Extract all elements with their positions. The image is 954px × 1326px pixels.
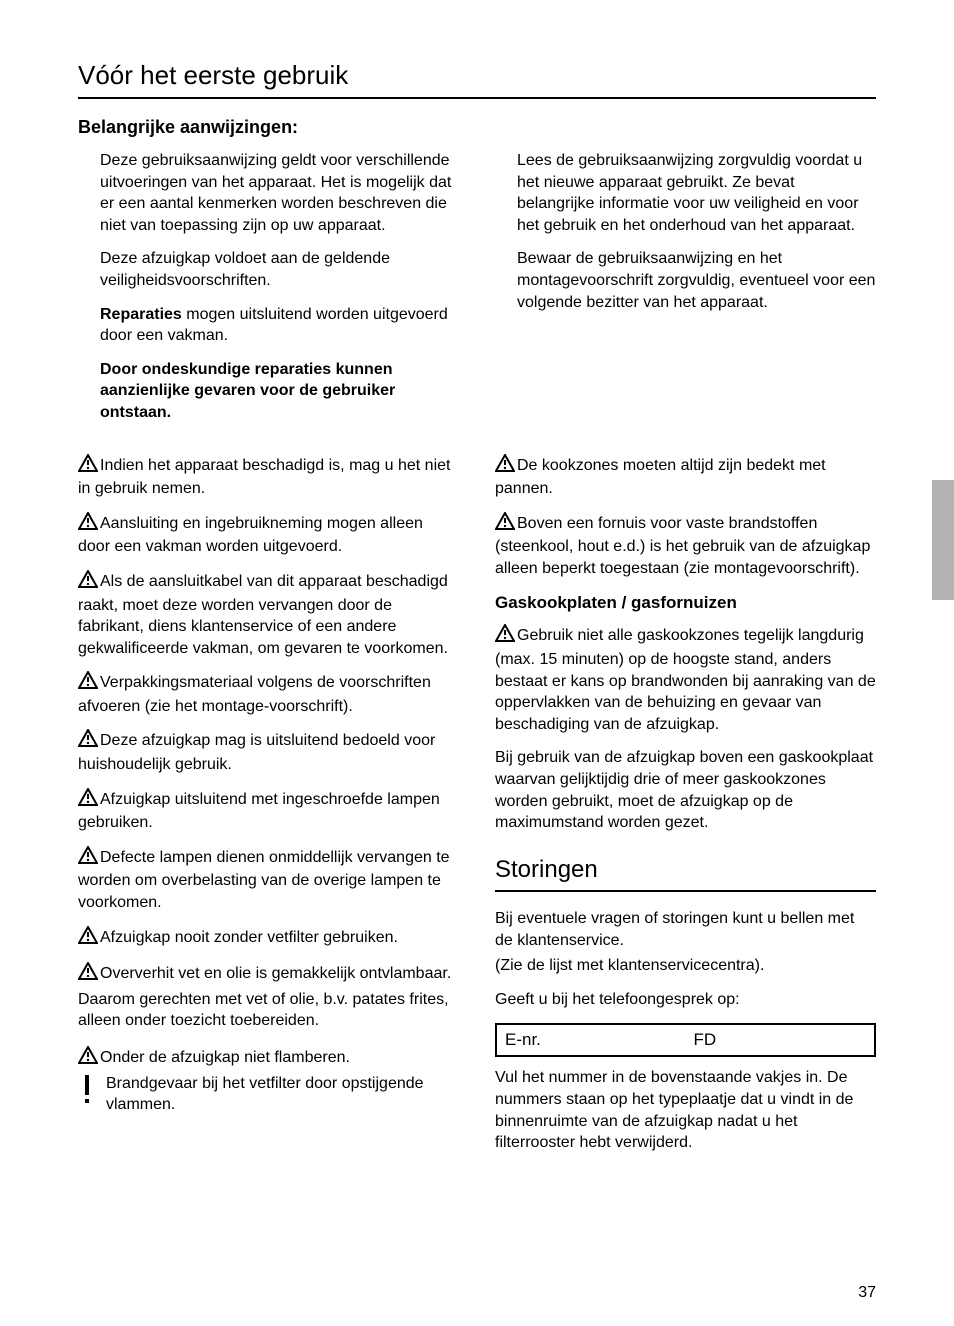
storingen-para: Geeft u bij het telefoongesprek op: (495, 989, 876, 1011)
warning-triangle-icon (78, 788, 98, 813)
warning-text: Afzuigkap nooit zonder vetfilter gebruik… (100, 929, 398, 946)
side-tab (932, 480, 954, 600)
warning-item: Verpakkingsmateriaal volgens de voorschr… (78, 671, 459, 717)
warning-triangle-icon (78, 846, 98, 871)
warning-item: Deze afzuigkap mag is uitsluitend bedoel… (78, 729, 459, 775)
warning-item: Afzuigkap uitsluitend met ingeschroefde … (78, 788, 459, 834)
warning-text: Afzuigkap uitsluitend met ingeschroefde … (78, 791, 440, 832)
warning-item: Als de aansluitkabel van dit apparaat be… (78, 570, 459, 659)
storingen-end: Vul het nummer in de bovenstaande vakjes… (495, 1067, 876, 1153)
intro-heading: Belangrijke aanwijzingen: (78, 117, 876, 138)
warning-item: Defecte lampen dienen onmiddellijk verva… (78, 846, 459, 914)
warning-triangle-icon (495, 454, 515, 479)
warning-triangle-icon (78, 570, 98, 595)
intro-para: Lees de gebruiksaanwijzing zorgvuldig vo… (495, 150, 876, 236)
warning-item: Afzuigkap nooit zonder vetfilter gebruik… (78, 926, 459, 951)
intro-columns: Deze gebruiksaanwijzing geldt voor versc… (78, 150, 876, 436)
intro-para: Deze afzuigkap voldoet aan de geldende v… (78, 248, 459, 291)
warnings-right-col: De kookzones moeten altijd zijn bedekt m… (495, 454, 876, 1166)
warning-triangle-icon (78, 926, 98, 951)
warning-item: De kookzones moeten altijd zijn bedekt m… (495, 454, 876, 500)
warning-item: Gebruik niet alle gaskookzones tegelijk … (495, 624, 876, 735)
reparaties-para: Reparaties mogen uitsluitend worden uitg… (78, 304, 459, 347)
warning-text: Boven een fornuis voor vaste brandstoffe… (495, 515, 870, 577)
warning-text: Aansluiting en ingebruikneming mogen all… (78, 515, 423, 556)
gas-heading: Gaskookplaten / gasfornuizen (495, 592, 876, 615)
warnings-left-col: Indien het apparaat beschadigd is, mag u… (78, 454, 459, 1166)
reparaties-bold: Reparaties (100, 306, 182, 323)
storingen-para: (Zie de lijst met klantenservicecentra). (495, 955, 876, 977)
warning-triangle-icon (78, 454, 98, 479)
page-title: Vóór het eerste gebruik (78, 60, 876, 99)
warning-text: Indien het apparaat beschadigd is, mag u… (78, 457, 450, 498)
exclamation-icon (82, 1075, 92, 1112)
warning-text: Oververhit vet en olie is gemakkelijk on… (100, 965, 451, 982)
page-number: 37 (858, 1284, 876, 1302)
intro-para: Deze gebruiksaanwijzing geldt voor versc… (78, 150, 459, 236)
brandgevaar-text: Brandgevaar bij het vetfilter door opsti… (106, 1075, 424, 1114)
warning-triangle-icon (495, 512, 515, 537)
warning-text: De kookzones moeten altijd zijn bedekt m… (495, 457, 826, 498)
warning-triangle-icon (78, 1046, 98, 1071)
warning-text: Deze afzuigkap mag is uitsluitend bedoel… (78, 732, 435, 773)
storingen-title: Storingen (495, 854, 876, 892)
warning-text: Onder de afzuigkap niet flamberen. (100, 1049, 350, 1066)
ondeskundig-para: Door ondeskundige reparaties kunnen aanz… (78, 359, 459, 424)
storingen-para: Bij eventuele vragen of storingen kunt u… (495, 908, 876, 951)
warning-text: Verpakkingsmateriaal volgens de voorschr… (78, 674, 431, 715)
warning-item: Aansluiting en ingebruikneming mogen all… (78, 512, 459, 558)
intro-right-col: Lees de gebruiksaanwijzing zorgvuldig vo… (495, 150, 876, 436)
warning-item: Onder de afzuigkap niet flamberen. (78, 1046, 459, 1071)
vet-followup: Daarom gerechten met vet of olie, b.v. p… (78, 989, 459, 1032)
warning-text: Gebruik niet alle gaskookzones tegelijk … (495, 627, 876, 732)
warning-item: Boven een fornuis voor vaste brandstoffe… (495, 512, 876, 580)
warnings-columns: Indien het apparaat beschadigd is, mag u… (78, 454, 876, 1166)
warning-item: Oververhit vet en olie is gemakkelijk on… (78, 962, 459, 987)
warning-triangle-icon (78, 512, 98, 537)
box-right-label: FD (686, 1025, 875, 1056)
number-box: E-nr. FD (495, 1023, 876, 1058)
warning-triangle-icon (78, 671, 98, 696)
warning-triangle-icon (495, 624, 515, 649)
warning-text: Defecte lampen dienen onmiddellijk verva… (78, 849, 450, 911)
gas-followup: Bij gebruik van de afzuigkap boven een g… (495, 747, 876, 833)
warning-triangle-icon (78, 729, 98, 754)
warning-item: Indien het apparaat beschadigd is, mag u… (78, 454, 459, 500)
brandgevaar-block: Brandgevaar bij het vetfilter door opsti… (78, 1073, 459, 1116)
intro-para: Bewaar de gebruiksaanwijzing en het mont… (495, 248, 876, 313)
warning-text: Als de aansluitkabel van dit apparaat be… (78, 573, 448, 657)
intro-left-col: Deze gebruiksaanwijzing geldt voor versc… (78, 150, 459, 436)
box-left-label: E-nr. (497, 1025, 686, 1056)
warning-triangle-icon (78, 962, 98, 987)
